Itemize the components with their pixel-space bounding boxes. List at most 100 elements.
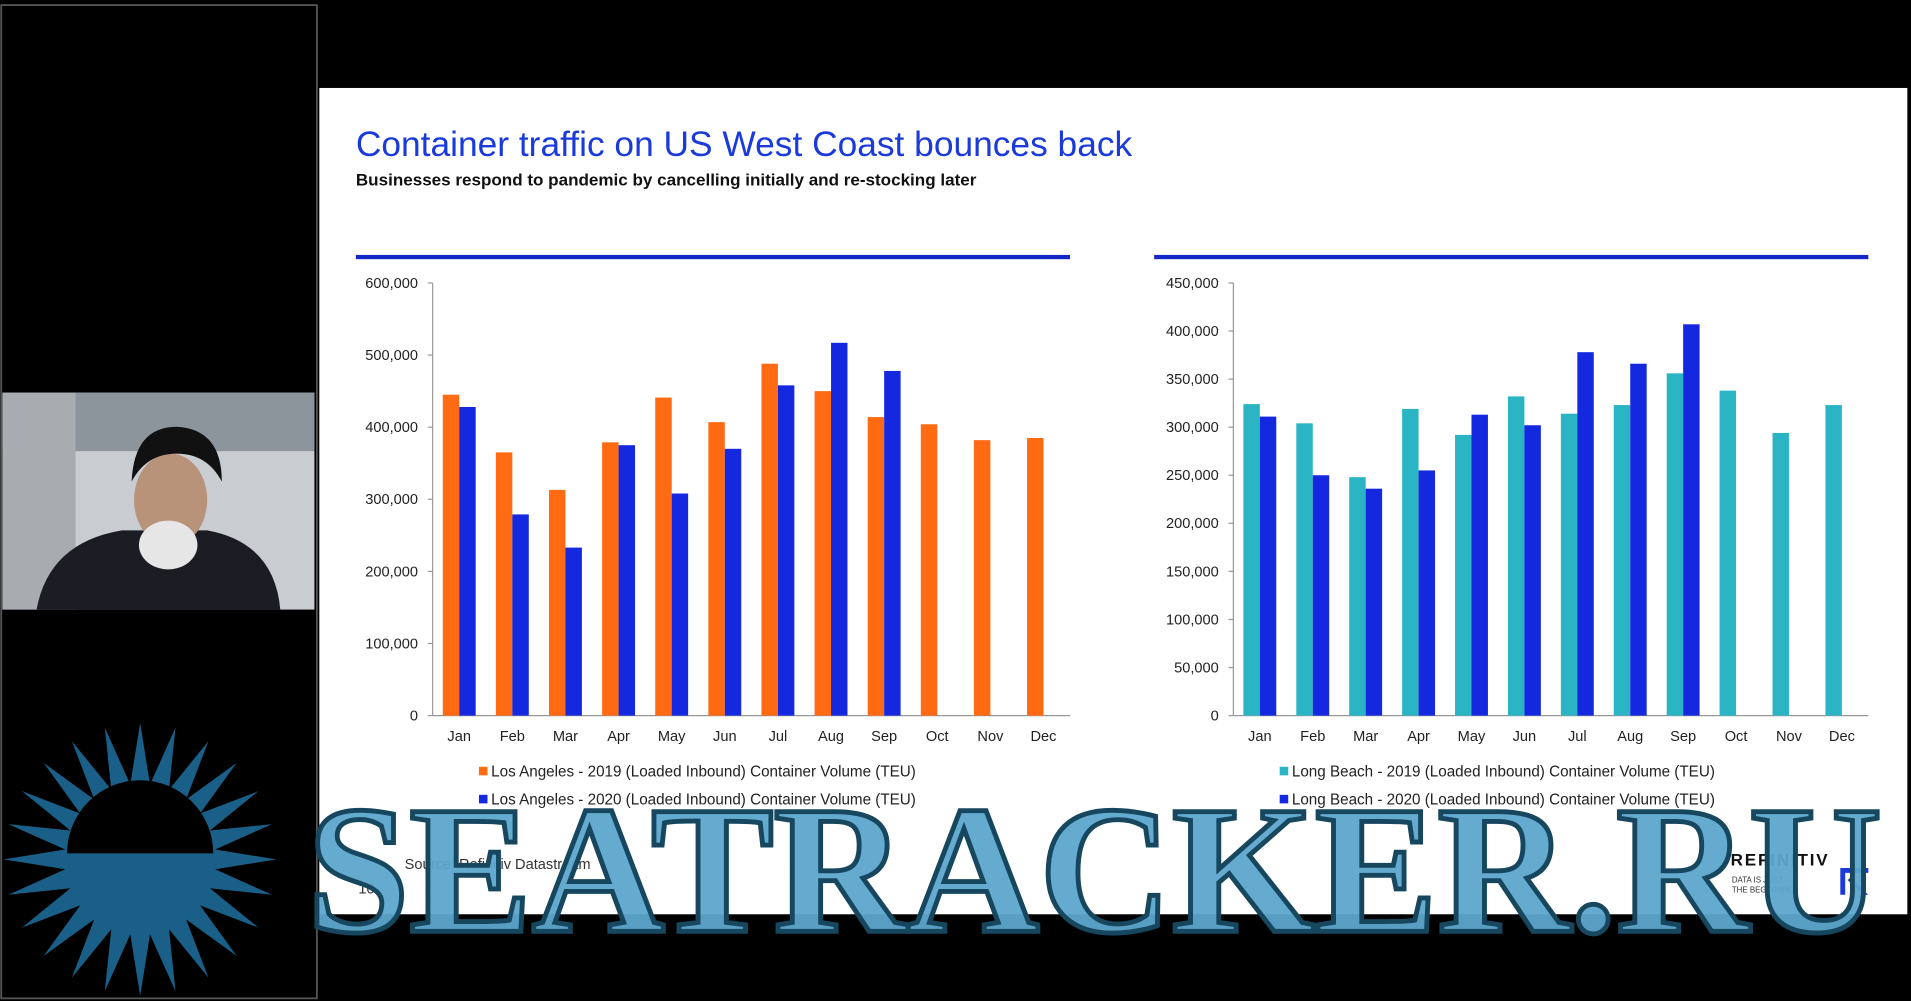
bar	[1630, 363, 1647, 716]
x-tick-label: Oct	[1725, 729, 1748, 745]
bar	[1560, 413, 1578, 716]
bar	[1772, 432, 1789, 716]
y-tick-label: 0	[410, 708, 418, 724]
legend-swatch	[478, 766, 488, 776]
bar	[1825, 405, 1842, 716]
bar	[1719, 390, 1737, 716]
bar-chart: 0 100,000 200,000 300,000 400,000 500,000 600,…	[365, 276, 1071, 809]
x-tick-label: Mar	[553, 729, 578, 745]
x-tick-label: Sep	[871, 729, 897, 745]
bar	[442, 394, 460, 716]
y-tick-label: 100,000	[1166, 612, 1219, 628]
chart-rule	[1154, 254, 1869, 260]
legend-label: Long Beach - 2019 (Loaded Inbound) Conta…	[1292, 764, 1715, 781]
bar	[1455, 434, 1472, 716]
x-tick-label: Oct	[926, 729, 949, 745]
bar	[1312, 475, 1330, 716]
x-tick-label: Dec	[1031, 729, 1057, 745]
bar	[831, 342, 848, 716]
legend-label: Los Angeles - 2020 (Loaded Inbound) Cont…	[491, 792, 916, 809]
y-tick-label: 400,000	[1166, 324, 1219, 340]
slide-title: Container traffic on US West Coast bounc…	[356, 125, 1133, 164]
watermark: SEATRACKER.RU	[307, 768, 1882, 971]
bar	[671, 493, 689, 716]
bar	[814, 391, 832, 716]
y-tick-label: 0	[1211, 708, 1219, 724]
bar	[1349, 477, 1366, 716]
x-tick-label: Aug	[818, 729, 844, 745]
bar	[1418, 470, 1436, 716]
bar	[1402, 408, 1419, 716]
webcam-person-turban	[131, 426, 222, 482]
bar	[708, 422, 725, 716]
y-tick-label: 600,000	[365, 276, 418, 292]
sun-rays	[3, 722, 277, 996]
sidebar-frame	[0, 4, 318, 1000]
x-tick-label: Jan	[1248, 729, 1272, 745]
legend-swatch	[478, 794, 488, 804]
y-tick-label: 350,000	[1166, 372, 1219, 388]
bar	[459, 406, 476, 716]
y-tick-label: 250,000	[1166, 468, 1219, 484]
webcam-person-beard	[138, 520, 198, 570]
bar	[1471, 414, 1488, 716]
x-tick-label: Sep	[1670, 729, 1696, 745]
bar	[1243, 404, 1260, 716]
y-tick-label: 450,000	[1166, 276, 1219, 292]
legend-label: Long Beach - 2020 (Loaded Inbound) Conta…	[1292, 792, 1715, 809]
y-tick-label: 400,000	[365, 420, 418, 436]
y-tick-label: 300,000	[1166, 420, 1219, 436]
bar	[1296, 423, 1313, 716]
bar	[920, 424, 938, 716]
x-tick-label: Nov	[977, 729, 1004, 745]
logo-tagline: THE BEGINNING	[1732, 885, 1794, 894]
webcam-person-face	[134, 453, 208, 547]
watermark-sun	[3, 722, 277, 996]
bar	[618, 445, 636, 716]
bar	[1507, 396, 1525, 716]
bar	[655, 397, 672, 716]
x-tick-label: May	[1458, 729, 1486, 745]
bar	[1577, 352, 1594, 716]
page-number: 10	[358, 882, 374, 898]
x-tick-label: Dec	[1829, 729, 1855, 745]
x-tick-label: Feb	[500, 729, 525, 745]
bar	[973, 440, 991, 716]
slide-subtitle: Businesses respond to pandemic by cancel…	[356, 170, 977, 189]
legend-swatch	[1279, 794, 1289, 804]
bar-chart: 0 50,000 100,000 150,000 200,000 250,000 300,0…	[1166, 276, 1869, 809]
bar	[602, 442, 619, 716]
legend-label: Los Angeles - 2019 (Loaded Inbound) Cont…	[491, 764, 916, 781]
y-tick-label: 500,000	[365, 348, 418, 364]
bar	[1365, 488, 1383, 716]
logo: REFINITIV	[1731, 851, 1830, 870]
x-tick-label: Aug	[1617, 729, 1643, 745]
logo-mark	[1840, 867, 1869, 895]
sun-top	[67, 780, 214, 854]
source-note: Source: Refinitiv Datastream	[405, 857, 591, 873]
bar	[761, 363, 778, 716]
bar	[1613, 405, 1631, 716]
bar	[1259, 416, 1277, 716]
bar	[565, 547, 582, 716]
x-tick-label: Mar	[1353, 729, 1378, 745]
x-tick-label: Nov	[1776, 729, 1803, 745]
x-tick-label: Feb	[1300, 729, 1325, 745]
bar	[724, 448, 742, 716]
x-tick-label: Jan	[447, 729, 471, 745]
webcam-person-body	[36, 530, 281, 610]
x-tick-label: May	[658, 729, 686, 745]
bar	[1683, 324, 1700, 716]
y-tick-label: 50,000	[1174, 660, 1219, 676]
x-tick-label: Jul	[769, 729, 788, 745]
logo-tagline: DATA IS JUST	[1732, 876, 1783, 885]
y-tick-label: 200,000	[365, 564, 418, 580]
webcam-video	[2, 392, 315, 610]
x-tick-label: Apr	[1407, 729, 1430, 745]
bar	[884, 370, 901, 716]
chart-rule	[355, 254, 1071, 260]
bar	[512, 514, 529, 716]
bar	[867, 417, 885, 716]
